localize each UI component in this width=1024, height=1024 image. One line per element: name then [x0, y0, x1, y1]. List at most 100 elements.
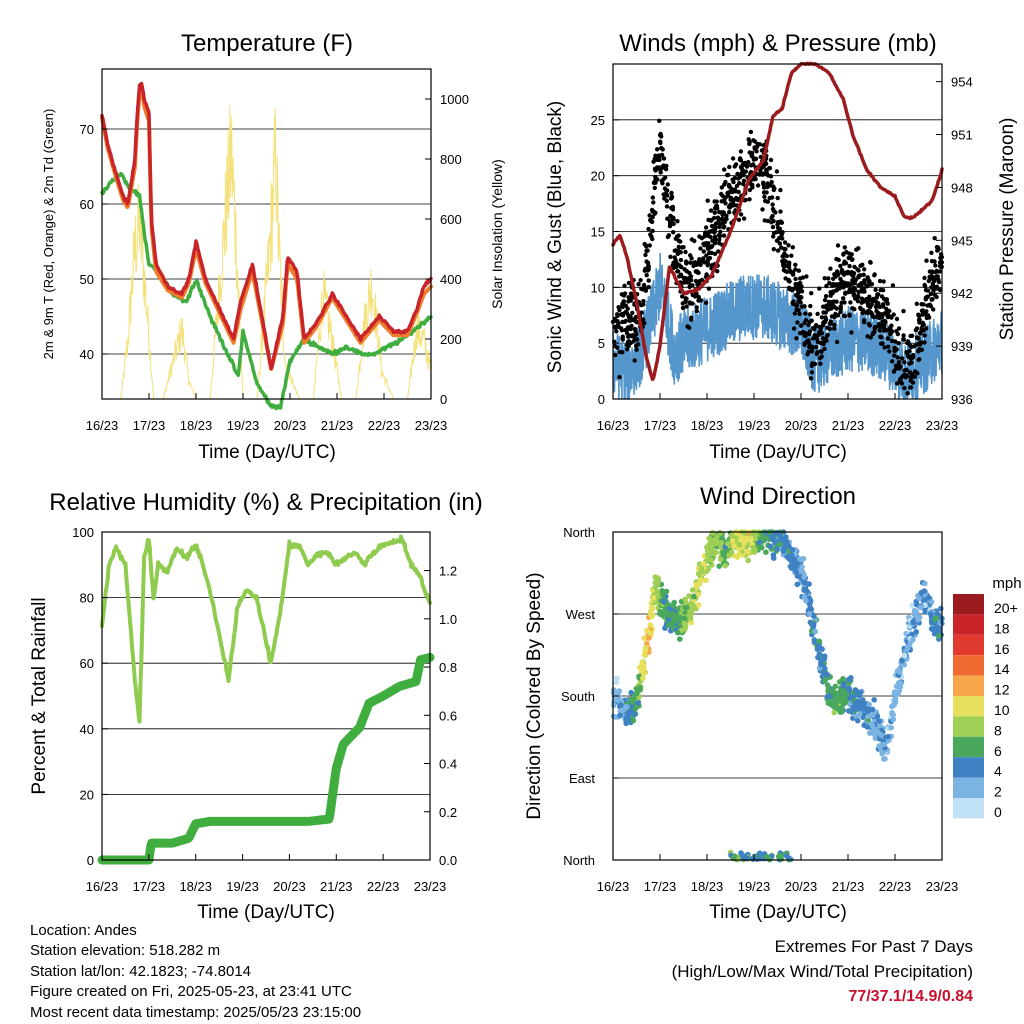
gust-point — [932, 259, 937, 264]
gust-point — [897, 366, 902, 371]
gust-point — [620, 350, 625, 355]
gust-point — [749, 153, 754, 159]
gust-point — [688, 260, 693, 265]
y-right-tick-label: 939 — [951, 339, 973, 354]
gust-point — [803, 317, 809, 323]
gust-point — [937, 260, 943, 265]
gust-point — [655, 147, 660, 152]
gust-point — [694, 291, 699, 296]
gust-point — [880, 341, 885, 346]
direction-point — [660, 598, 667, 605]
x-tick-label: 22/23 — [879, 418, 912, 433]
x-tick-label: 16/23 — [597, 418, 630, 433]
y-tick-label: 20 — [591, 169, 605, 184]
direction-point — [744, 548, 750, 554]
direction-point — [836, 679, 843, 685]
gust-point — [923, 287, 929, 293]
gust-point — [921, 322, 926, 327]
direction-point — [725, 540, 731, 547]
gust-point — [822, 346, 827, 352]
gust-point — [620, 313, 626, 318]
gust-point — [933, 270, 938, 275]
gust-point — [626, 299, 631, 304]
gust-point — [712, 251, 718, 256]
gust-point — [832, 314, 837, 320]
gust-point — [862, 280, 867, 286]
gust-point — [830, 282, 835, 287]
gust-point — [704, 272, 709, 277]
gust-point — [716, 249, 721, 254]
direction-point — [745, 557, 751, 564]
direction-point — [789, 547, 796, 553]
gust-point — [652, 211, 657, 216]
direction-point — [904, 645, 911, 651]
gust-point — [652, 185, 657, 191]
gust-point — [832, 304, 837, 310]
direction-point — [816, 651, 823, 657]
gust-point — [774, 169, 780, 174]
gust-point — [641, 317, 646, 322]
extremes-box: Extremes For Past 7 Days (High/Low/Max W… — [672, 934, 973, 1009]
direction-point — [777, 541, 783, 548]
gust-point — [922, 283, 928, 289]
direction-point — [611, 702, 617, 709]
direction-point — [881, 741, 887, 748]
gust-point — [901, 333, 906, 338]
direction-point — [676, 606, 682, 612]
gust-point — [876, 321, 882, 327]
gust-point — [645, 248, 650, 253]
gust-point — [620, 302, 625, 307]
gust-point — [926, 278, 931, 284]
direction-point — [889, 703, 895, 710]
gust-point — [702, 243, 707, 248]
temperature-plot-frame — [101, 68, 432, 400]
gust-point — [653, 174, 658, 180]
gust-point — [663, 191, 669, 196]
gust-point — [632, 326, 638, 332]
gust-point — [615, 312, 620, 317]
gust-point — [659, 178, 664, 184]
y-tick-label: 40 — [80, 347, 94, 362]
x-tick-label: 18/23 — [691, 418, 724, 433]
direction-point — [774, 529, 780, 536]
speed-legend-swatch — [953, 655, 984, 676]
gust-point — [705, 233, 711, 238]
gust-point — [779, 220, 785, 225]
gust-point — [706, 286, 712, 291]
y-tick-label: 20 — [80, 787, 94, 802]
gust-point — [696, 298, 701, 303]
direction-point — [806, 611, 813, 617]
direction-point — [918, 589, 925, 596]
gust-point — [899, 356, 905, 361]
y-right-tick-label: 0.6 — [439, 708, 457, 723]
gust-point — [928, 291, 934, 297]
direction-point — [651, 595, 657, 601]
gust-point — [631, 317, 637, 322]
direction-point — [931, 625, 938, 632]
gust-point — [880, 302, 886, 307]
gust-point — [886, 344, 891, 349]
gust-point — [885, 336, 890, 341]
direction-point — [675, 629, 681, 636]
gust-point — [934, 284, 940, 289]
gust-point — [872, 325, 878, 330]
gust-point — [927, 274, 932, 280]
gust-point — [741, 216, 747, 221]
gust-point — [678, 239, 683, 244]
gust-point — [807, 329, 813, 334]
direction-point — [614, 675, 620, 682]
x-tick-label: 23/23 — [414, 879, 447, 894]
gust-point — [877, 328, 882, 333]
direction-point — [784, 553, 791, 560]
gust-point — [760, 207, 765, 212]
station-latlon: Station lat/lon: 42.1823; -74.8014 — [30, 962, 252, 980]
direction-point — [742, 530, 748, 536]
gust-point — [629, 323, 634, 329]
gust-point — [875, 314, 880, 320]
gust-point — [646, 264, 651, 269]
gust-point — [732, 164, 737, 169]
direction-point — [781, 543, 787, 550]
direction-point — [841, 693, 848, 700]
direction-point — [671, 614, 678, 620]
